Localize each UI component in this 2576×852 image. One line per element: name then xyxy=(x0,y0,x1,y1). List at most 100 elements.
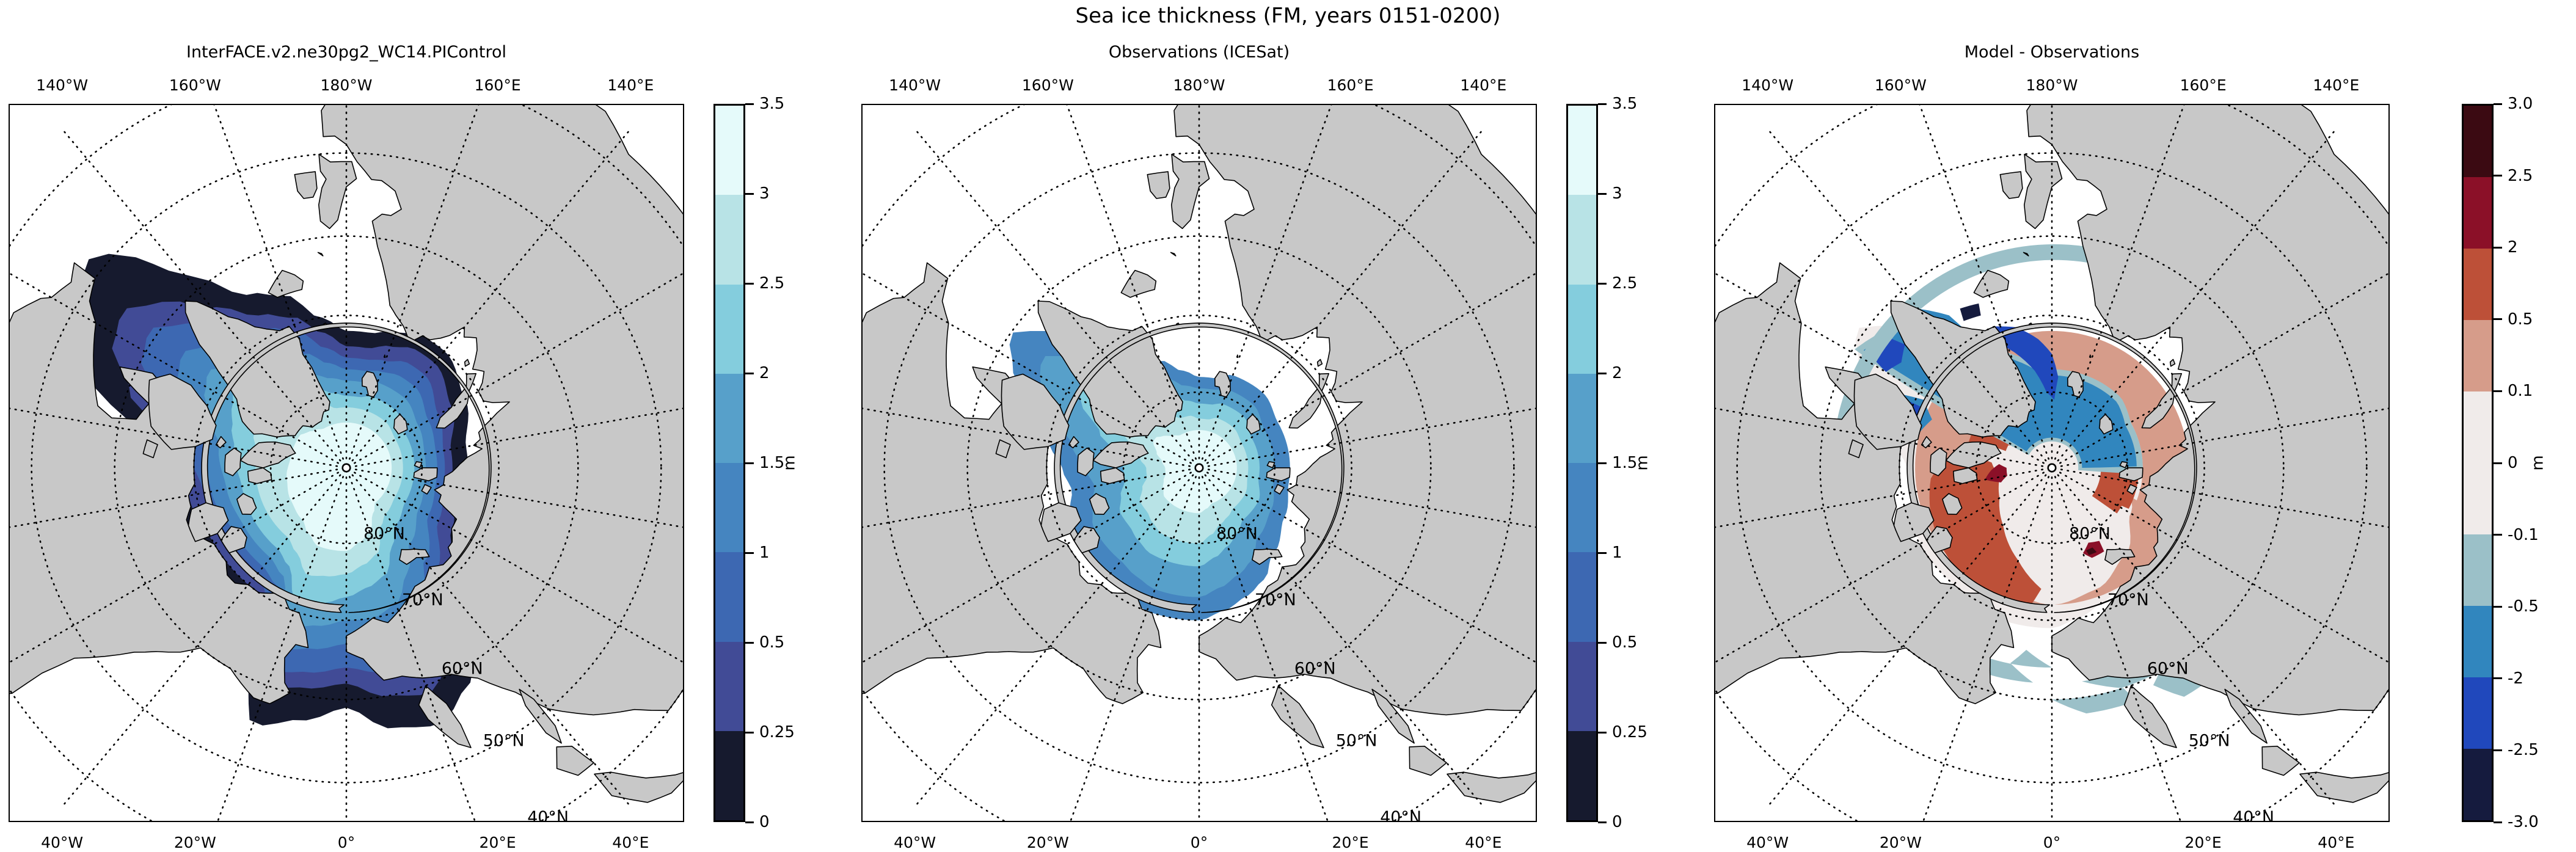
longitude-label-top: 160°E xyxy=(474,76,521,94)
graticule xyxy=(1715,105,2388,821)
difference-extreme-band xyxy=(1985,464,2007,482)
colorbar-band xyxy=(1568,641,1596,731)
meridian-line xyxy=(1767,469,2051,806)
map-canvas-observations[interactable]: 40°N 50°N 60°N 70°N 80°N xyxy=(861,104,1537,822)
longitude-label-top: 180°W xyxy=(2026,76,2078,94)
coastline-land xyxy=(1266,461,1275,468)
coastline-land xyxy=(1999,171,2023,199)
longitude-label-bottom: 40°E xyxy=(612,834,649,851)
latitude-circle xyxy=(269,391,423,545)
coastline-land xyxy=(318,153,357,230)
colorbar-tick-label: 0.25 xyxy=(759,723,795,741)
colorbar-band xyxy=(715,730,743,820)
coastline-land xyxy=(2126,484,2137,495)
colorbar-tick-mark xyxy=(2494,534,2502,536)
meridian-line xyxy=(347,469,631,806)
latitude-label: 50°N xyxy=(483,731,525,750)
coastline-land xyxy=(2067,371,2084,398)
colorbar-tick-mark xyxy=(745,103,754,105)
meridian-line xyxy=(2054,467,2388,528)
colorbar-band xyxy=(2464,534,2492,606)
colorbar-tick-label: -0.5 xyxy=(2508,597,2539,616)
colorbar-tick-label: -2.5 xyxy=(2508,741,2539,760)
colorbar-tick-label: 1 xyxy=(759,544,770,562)
coastline-land xyxy=(188,502,229,542)
difference-extreme-band xyxy=(1960,303,1981,321)
latitude-circle xyxy=(1819,235,2285,701)
colorbar-tick: 0.25 xyxy=(1598,723,1647,741)
longitude-label-top: 140°E xyxy=(2313,76,2360,94)
colorbar-band xyxy=(715,463,743,553)
colorbar-band xyxy=(715,284,743,374)
meridian-line xyxy=(10,467,345,528)
longitude-label-top: 180°W xyxy=(1173,76,1225,94)
meridian-line xyxy=(1715,468,2051,663)
coastline-land xyxy=(2023,252,2029,257)
coastline-land xyxy=(1173,105,1536,716)
colorbar-band xyxy=(1568,552,1596,642)
difference-extreme-band xyxy=(2085,547,2097,555)
meridian-line xyxy=(1070,470,1199,821)
longitude-label-bottom: 40°E xyxy=(2318,834,2355,851)
coastline-land xyxy=(1040,502,1082,542)
map-canvas-model[interactable]: 40°N 50°N 60°N 70°N 80°N xyxy=(9,104,684,822)
meridian-line xyxy=(217,470,346,821)
colorbar-tick-label: 2 xyxy=(2508,238,2518,257)
colorbar-tick-mark xyxy=(2494,677,2502,680)
meridian-line xyxy=(2052,470,2181,821)
meridian-line xyxy=(1201,467,1536,528)
colorbar-tick: 2 xyxy=(1598,364,1622,382)
latitude-label: 40°N xyxy=(2233,808,2274,821)
coastline-land xyxy=(414,461,423,468)
colorbar-tick-label: 2 xyxy=(1612,364,1622,382)
colorbar-band xyxy=(715,195,743,285)
colorbar-band xyxy=(1568,106,1596,195)
latitude-label: 70°N xyxy=(402,591,443,610)
colorbar-tick-label: 2.5 xyxy=(1612,274,1638,293)
colorbar-tick: 2 xyxy=(2494,238,2518,257)
meridian-line xyxy=(1199,105,1332,466)
coastline-land xyxy=(1170,153,1210,230)
coastline-land xyxy=(1945,441,2002,468)
coastline-land xyxy=(2023,153,2063,230)
longitude-label-bottom: 0° xyxy=(2043,834,2061,851)
coastline-land xyxy=(1170,252,1177,257)
colorbar-tick-label: 2.5 xyxy=(759,274,785,293)
colorbar-band xyxy=(2464,249,2492,320)
colorbar-tick: 3.5 xyxy=(1598,95,1637,113)
colorbar-tick-label: 3.5 xyxy=(1612,95,1638,113)
colorbar-tick-label: 1.5 xyxy=(759,454,785,472)
colorbar-tick: 3.5 xyxy=(745,95,784,113)
colorbar-tick-label: 0.5 xyxy=(759,633,785,652)
pole-marker xyxy=(1195,463,1203,472)
longitude-label-bottom: 20°E xyxy=(479,834,516,851)
meridian-line xyxy=(348,468,683,663)
graticule xyxy=(863,105,1536,821)
colorbar-tick-mark xyxy=(745,372,754,374)
latitude-label: 80°N xyxy=(363,524,405,543)
longitude-label-bottom: 20°W xyxy=(1879,834,1922,851)
colorbar-tick-mark xyxy=(745,192,754,195)
latitude-circle xyxy=(193,315,500,621)
map-canvas-difference[interactable]: 40°N 50°N 60°N 70°N 80°N xyxy=(1714,104,2390,822)
ice-contour-band xyxy=(1153,430,1237,514)
meridian-line xyxy=(1715,272,2051,467)
coastline-land xyxy=(148,373,217,450)
coastline-land xyxy=(268,269,304,298)
colorbar-tick-mark xyxy=(1598,552,1607,554)
meridian-line xyxy=(1200,468,1536,663)
coastline-land xyxy=(1252,548,1283,565)
colorbar-tick-label: 2.5 xyxy=(2508,166,2533,185)
meridian-line xyxy=(863,468,1198,663)
meridian-line xyxy=(62,129,346,467)
colorbar-tick-mark xyxy=(2494,462,2502,464)
map-panel-difference: Model - Observations 40°N 50°N 60°N 70°N 80°… xyxy=(1714,43,2390,851)
colorbar-tick-label: 0.25 xyxy=(1612,723,1647,741)
latitude-label: 80°N xyxy=(1216,524,1258,543)
colorbar-tick-label: 2 xyxy=(759,364,770,382)
colorbar-model-ticks: 0 0.25 0.5 1 1.5 2 2.5 3 3.5 xyxy=(745,95,867,831)
coastline-land xyxy=(1316,359,1323,367)
latitude-label: 70°N xyxy=(1255,591,1296,610)
coastline-land xyxy=(556,746,594,776)
latitude-circle xyxy=(966,235,1432,701)
